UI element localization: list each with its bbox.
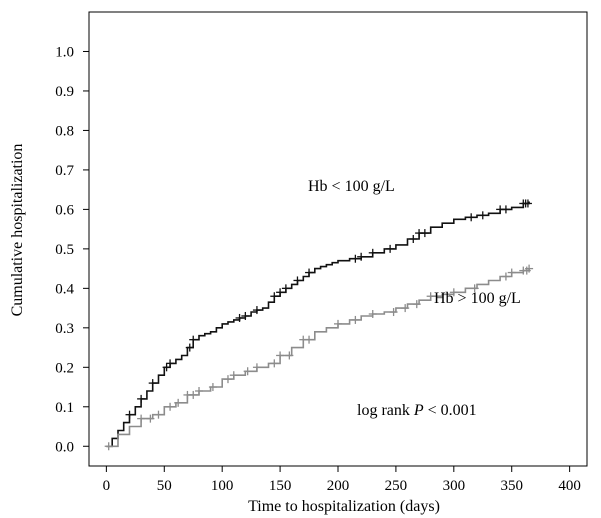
series-line-hb-low — [106, 201, 530, 448]
x-tick-label: 200 — [327, 478, 350, 494]
series-label-hb-low: Hb < 100 g/L — [308, 178, 395, 195]
logrank-annotation: log rank P < 0.001 — [357, 402, 477, 419]
y-tick-label: 0.6 — [55, 202, 74, 218]
x-tick-label: 400 — [558, 478, 581, 494]
y-tick-label: 0.2 — [55, 360, 74, 376]
y-tick-label: 0.5 — [55, 242, 74, 258]
series-layer — [104, 199, 534, 451]
x-tick-label: 300 — [443, 478, 466, 494]
y-tick-label: 0.4 — [55, 281, 74, 297]
x-tick-label: 50 — [157, 478, 172, 494]
x-tick-label: 100 — [211, 478, 234, 494]
y-tick-label: 1.0 — [55, 44, 74, 60]
x-axis-title: Time to hospitalization (days) — [248, 498, 440, 515]
logrank-prefix: log rank — [357, 402, 414, 419]
series-label-hb-high: Hb > 100 g/L — [434, 290, 521, 307]
y-tick-label: 0.8 — [55, 123, 74, 139]
logrank-p: P — [413, 402, 424, 419]
x-tick-label: 350 — [500, 478, 523, 494]
x-tick-label: 150 — [269, 478, 292, 494]
y-tick-label: 0.7 — [55, 163, 74, 179]
x-tick-label: 0 — [103, 478, 111, 494]
y-tick-label: 0.3 — [55, 321, 74, 337]
y-tick-label: 0.9 — [55, 84, 74, 100]
axes: 0 50 100 150 200 250 300 350 400 0.0 0.1 0.2 0.3 0.4 0… — [55, 11, 588, 494]
x-tick-label: 250 — [385, 478, 408, 494]
logrank-suffix: < 0.001 — [424, 402, 477, 419]
y-tick-label: 0.1 — [55, 400, 74, 416]
y-tick-label: 0.0 — [55, 439, 74, 455]
plot-frame — [88, 11, 588, 467]
y-axis-title: Cumulative hospitalization — [9, 144, 26, 317]
